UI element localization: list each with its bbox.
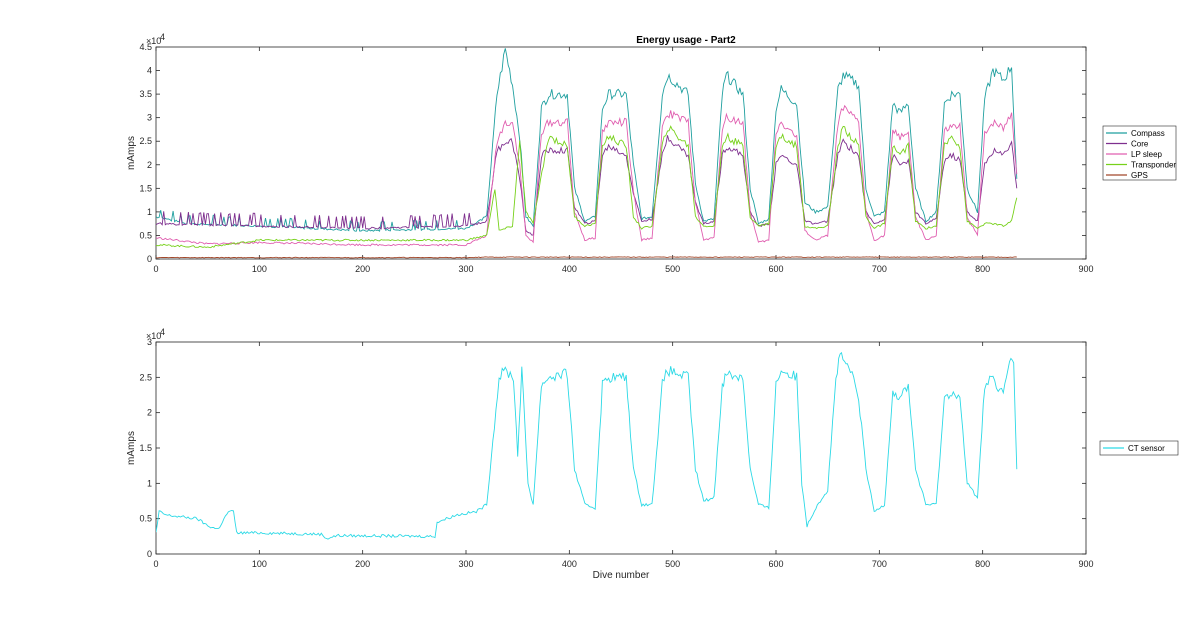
y-tick-label: 3.5 — [139, 89, 152, 99]
x-tick-label: 700 — [872, 559, 887, 569]
y-tick-label: 2 — [147, 408, 152, 418]
y-axis-label: mAmps — [126, 136, 137, 170]
y-exponent-base: ×10 — [146, 36, 161, 46]
x-tick-label: 400 — [562, 264, 577, 274]
legend-entry: GPS — [1131, 171, 1148, 180]
axes-bottom-ct-sensor: 0 100 200 300 400 500 600 700 800 900 0 0.5 1 1.5 2 2.5… — [126, 327, 1179, 581]
x-tick-label: 600 — [768, 559, 783, 569]
y-tick-label: 4.5 — [139, 42, 152, 52]
x-tick-label: 500 — [665, 559, 680, 569]
x-tick-label: 900 — [1078, 559, 1093, 569]
y-tick-label: 1.5 — [139, 183, 152, 193]
x-tick-label: 200 — [355, 264, 370, 274]
series-line-compass — [156, 48, 1018, 232]
y-tick-label: 1.5 — [139, 443, 152, 453]
x-tick-label: 200 — [355, 559, 370, 569]
x-tick-label: 800 — [975, 264, 990, 274]
series-line-transponder — [156, 125, 1018, 249]
axes-top-energy-usage: 0 100 200 300 400 500 600 700 800 900 0 0.5 1 1.5 2 2.5… — [126, 32, 1176, 274]
x-tick-label: 0 — [153, 264, 158, 274]
legend-box — [1099, 440, 1179, 456]
y-tick-label: 2.5 — [139, 372, 152, 382]
y-tick-label: 0.5 — [139, 514, 152, 524]
y-exponent-power: 4 — [160, 32, 165, 42]
legend-entry: Compass — [1131, 129, 1165, 138]
x-tick-label: 500 — [665, 264, 680, 274]
y-tick-label: 2.5 — [139, 136, 152, 146]
legend-entry: CT sensor — [1128, 444, 1165, 453]
x-tick-label: 100 — [252, 264, 267, 274]
plot-area — [155, 46, 1087, 260]
x-tick-label: 300 — [458, 559, 473, 569]
y-tick-label: 0 — [147, 254, 152, 264]
x-tick-label: 800 — [975, 559, 990, 569]
series-line-ct-sensor — [156, 351, 1018, 540]
legend-box — [1102, 125, 1177, 181]
y-tick-label: 2 — [147, 160, 152, 170]
y-tick-label: 1 — [147, 207, 152, 217]
x-axis-label: Dive number — [593, 570, 650, 581]
series-line-gps — [156, 256, 1017, 259]
legend: CT sensor — [1099, 440, 1179, 456]
x-tick-label: 300 — [458, 264, 473, 274]
y-tick-label: 0.5 — [139, 230, 152, 240]
x-tick-label: 0 — [153, 559, 158, 569]
x-tick-label: 100 — [252, 559, 267, 569]
plot-area — [155, 341, 1087, 555]
y-exponent-base: ×10 — [146, 331, 161, 341]
x-tick-label: 900 — [1078, 264, 1093, 274]
legend-entry: Core — [1131, 140, 1149, 149]
chart-title: Energy usage - Part2 — [636, 35, 736, 46]
y-axis-label: mAmps — [126, 431, 137, 465]
x-tick-label: 700 — [872, 264, 887, 274]
legend-entry: Transponder — [1131, 161, 1176, 170]
legend-entry: LP sleep — [1131, 150, 1163, 159]
x-tick-label: 600 — [768, 264, 783, 274]
x-tick-label: 400 — [562, 559, 577, 569]
y-tick-label: 3 — [147, 113, 152, 123]
series-line-core — [156, 135, 1018, 236]
y-exponent-power: 4 — [160, 327, 165, 337]
series-line-lp-sleep — [156, 104, 1018, 247]
y-tick-label: 1 — [147, 478, 152, 488]
y-tick-label: 3 — [147, 337, 152, 347]
y-tick-label: 0 — [147, 549, 152, 559]
y-tick-label: 4 — [147, 66, 152, 76]
